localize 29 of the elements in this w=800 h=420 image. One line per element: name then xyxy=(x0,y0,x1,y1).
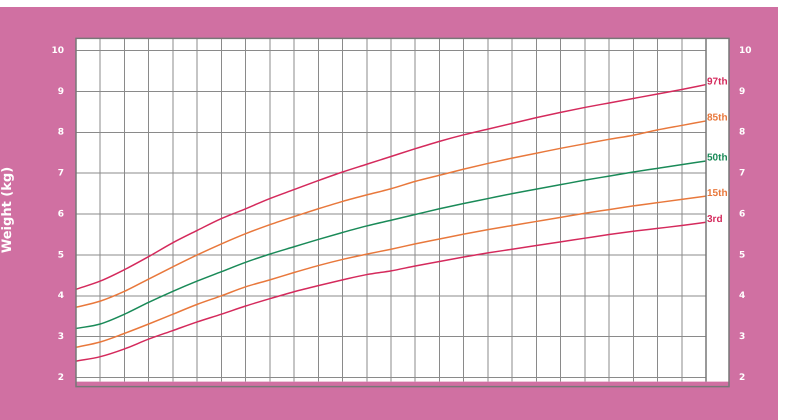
y2-tick-label: 9 xyxy=(739,86,746,97)
y-tick-label: 2 xyxy=(58,372,64,383)
y2-tick-label: 8 xyxy=(739,128,746,138)
y2-tick-label: 6 xyxy=(739,209,746,220)
series-label: 97th xyxy=(707,76,728,88)
y-tick-label: 7 xyxy=(58,168,64,179)
y2-tick-label: 4 xyxy=(739,291,746,302)
y-axis-title: Weight (kg) xyxy=(0,166,16,254)
series-label: 15th xyxy=(707,188,728,199)
y2-tick-label: 5 xyxy=(739,250,746,260)
series-label: 3rd xyxy=(707,214,723,226)
y-tick-label: 6 xyxy=(58,209,64,220)
y-tick-label: 4 xyxy=(58,291,64,302)
series-label: 50th xyxy=(707,152,728,164)
y2-tick-label: 3 xyxy=(739,332,746,342)
line-series xyxy=(75,120,707,308)
y-tick-label: 10 xyxy=(51,46,64,56)
y2-tick-label: 7 xyxy=(739,168,746,179)
y-tick-label: 5 xyxy=(58,250,64,260)
y2-tick-label: 10 xyxy=(739,46,752,56)
line-series xyxy=(75,160,707,330)
y2-tick-label: 2 xyxy=(739,372,746,383)
series-label: 85th xyxy=(707,112,728,124)
y-tick-label: 9 xyxy=(58,86,64,97)
y-tick-label: 8 xyxy=(58,128,64,138)
line-series xyxy=(75,84,707,290)
line-series xyxy=(75,222,707,362)
y-tick-label: 3 xyxy=(58,332,64,342)
line-series xyxy=(75,195,707,348)
